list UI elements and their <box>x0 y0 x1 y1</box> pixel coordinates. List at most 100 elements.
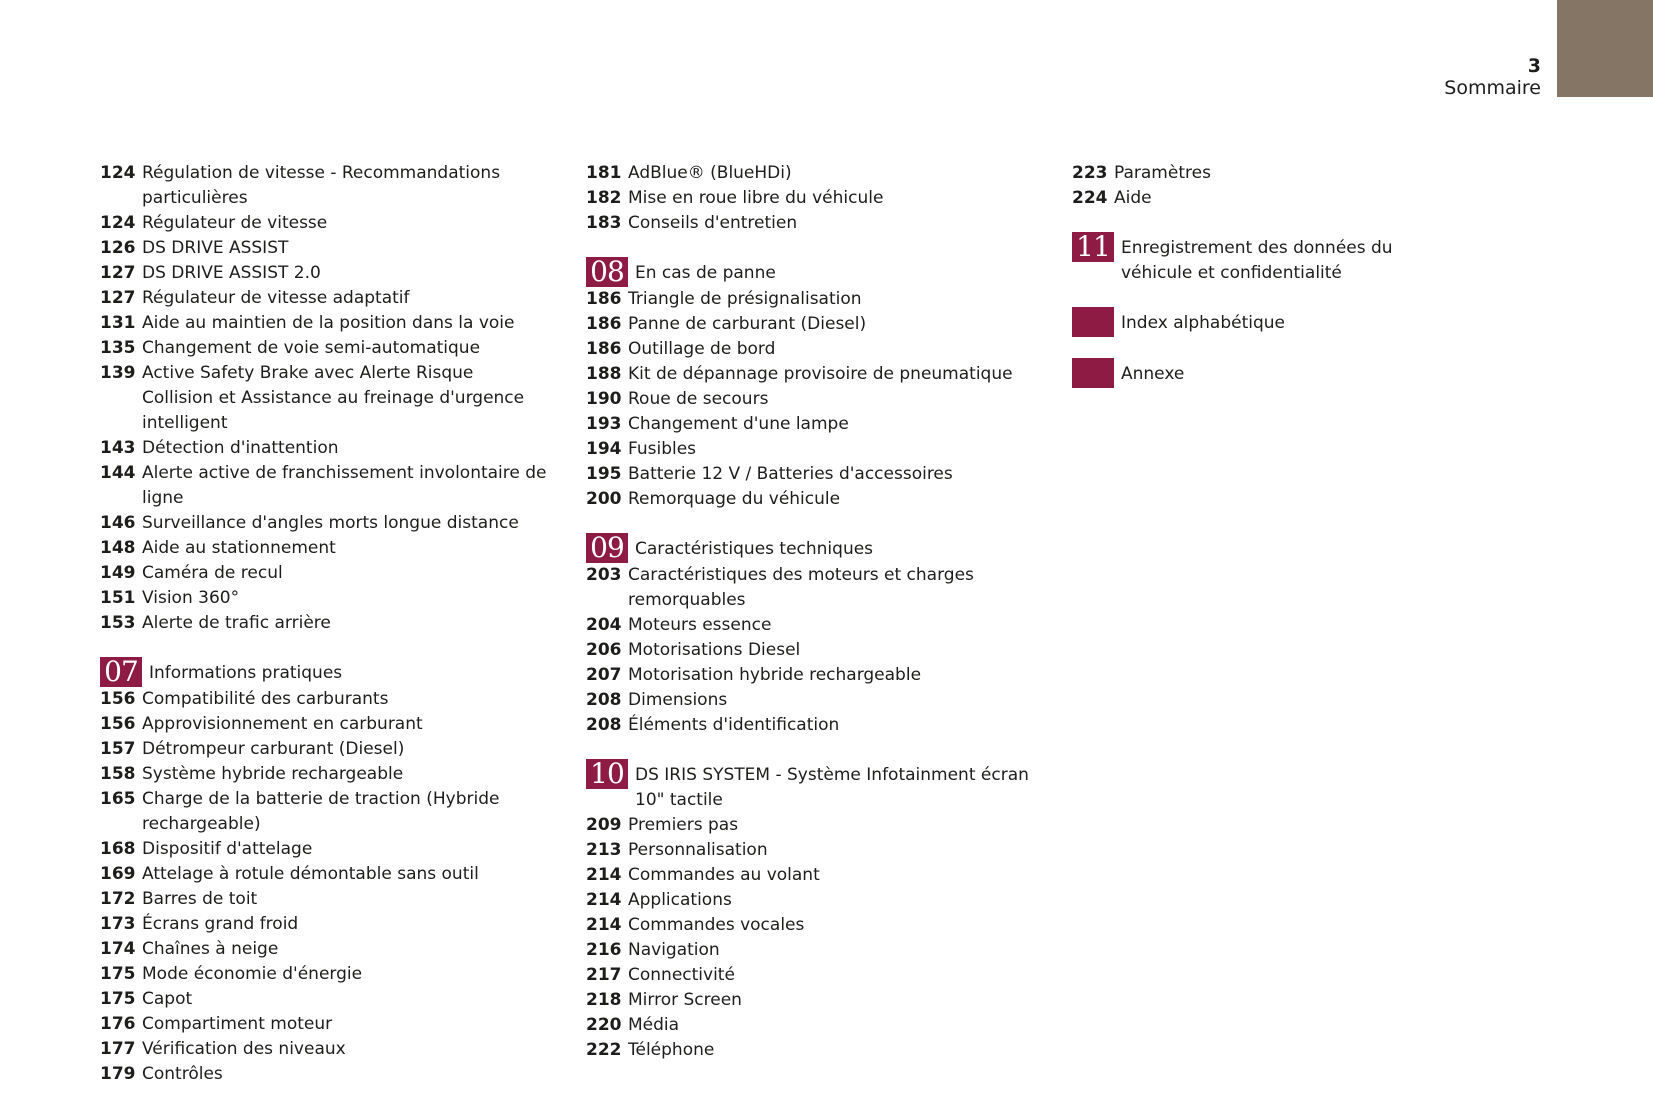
toc-entry[interactable]: 151 Vision 360° <box>100 586 550 611</box>
toc-entry[interactable]: 146 Surveillance d'angles morts longue di… <box>100 511 550 536</box>
toc-entry[interactable]: 158 Système hybride rechargeable <box>100 762 550 787</box>
entry-title: Attelage à rotule démontable sans outil <box>142 864 479 884</box>
toc-entry[interactable]: 214 Commandes au volant <box>586 863 1036 888</box>
page-ref: 195 <box>586 464 622 484</box>
entry-title: Approvisionnement en carburant <box>142 714 423 734</box>
page-ref: 222 <box>586 1040 622 1060</box>
toc-entry[interactable]: 149 Caméra de recul <box>100 561 550 586</box>
toc-entry[interactable]: 188 Kit de dépannage provisoire de pneuma… <box>586 362 1036 387</box>
entry-title: Chaînes à neige <box>142 939 279 959</box>
page-number: 3 <box>1527 55 1541 77</box>
toc-section-heading[interactable]: 10 DS IRIS SYSTEM - Système Infotainment … <box>586 759 1036 813</box>
entry-title: Barres de toit <box>142 889 258 909</box>
toc-entry[interactable]: 172 Barres de toit <box>100 887 550 912</box>
toc-entry[interactable]: 214 Commandes vocales <box>586 913 1036 938</box>
toc-entry[interactable]: 193 Changement d'une lampe <box>586 412 1036 437</box>
toc-entry[interactable]: 206 Motorisations Diesel <box>586 638 1036 663</box>
page-ref: 186 <box>586 314 622 334</box>
chapter-badge: 11 <box>1072 232 1114 262</box>
toc-entry[interactable]: 186 Outillage de bord <box>586 337 1036 362</box>
entry-title: Commandes vocales <box>628 915 805 935</box>
toc-section-heading[interactable]: 07 Informations pratiques <box>100 657 550 687</box>
page-ref: 181 <box>586 163 622 183</box>
toc-entry[interactable]: 182 Mise en roue libre du véhicule <box>586 186 1036 211</box>
toc-entry[interactable]: 217 Connectivité <box>586 963 1036 988</box>
toc-section-heading[interactable]: 11 Enregistrement des données du véhicule… <box>1072 232 1472 286</box>
toc-entry[interactable]: 165 Charge de la batterie de traction (Hy… <box>100 787 550 837</box>
chapter-badge: 10 <box>586 759 628 789</box>
toc-entry[interactable]: 224 Aide <box>1072 186 1472 211</box>
toc-entry[interactable]: 156 Compatibilité des carburants <box>100 687 550 712</box>
toc-entry[interactable]: 222 Téléphone <box>586 1038 1036 1063</box>
toc-entry[interactable]: 216 Navigation <box>586 938 1036 963</box>
toc-entry[interactable]: 174 Chaînes à neige <box>100 937 550 962</box>
toc-entry[interactable]: 213 Personnalisation <box>586 838 1036 863</box>
toc-entry[interactable]: 195 Batterie 12 V / Batteries d'accessoir… <box>586 462 1036 487</box>
toc-entry[interactable]: 190 Roue de secours <box>586 387 1036 412</box>
toc-entry[interactable]: 131 Aide au maintien de la position dans … <box>100 311 550 336</box>
entry-title: Régulateur de vitesse adaptatif <box>142 288 410 308</box>
toc-entry[interactable]: 173 Écrans grand froid <box>100 912 550 937</box>
toc-section-heading[interactable]: 08 En cas de panne <box>586 257 1036 287</box>
toc-entry[interactable]: 127 DS DRIVE ASSIST 2.0 <box>100 261 550 286</box>
toc-entry[interactable]: 135 Changement de voie semi-automatique <box>100 336 550 361</box>
toc-entry[interactable]: 207 Motorisation hybride rechargeable <box>586 663 1036 688</box>
toc-entry[interactable]: 194 Fusibles <box>586 437 1036 462</box>
entry-title: Roue de secours <box>628 389 769 409</box>
entry-title: Enregistrement des données du véhicule e… <box>1121 238 1393 283</box>
toc-entry[interactable]: 143 Détection d'inattention <box>100 436 550 461</box>
toc-entry[interactable]: 186 Panne de carburant (Diesel) <box>586 312 1036 337</box>
toc-entry[interactable]: 175 Capot <box>100 987 550 1012</box>
toc-entry[interactable]: 176 Compartiment moteur <box>100 1012 550 1037</box>
toc-entry[interactable]: 204 Moteurs essence <box>586 613 1036 638</box>
entry-title: Motorisation hybride rechargeable <box>628 665 922 685</box>
toc-entry[interactable]: 200 Remorquage du véhicule <box>586 487 1036 512</box>
toc-entry[interactable]: 181 AdBlue® (BlueHDi) <box>586 161 1036 186</box>
toc-entry[interactable]: 127 Régulateur de vitesse adaptatif <box>100 286 550 311</box>
toc-entry[interactable]: 139 Active Safety Brake avec Alerte Risqu… <box>100 361 550 436</box>
toc-entry[interactable]: 208 Dimensions <box>586 688 1036 713</box>
page-ref: 135 <box>100 338 136 358</box>
toc-entry[interactable]: 223 Paramètres <box>1072 161 1472 186</box>
toc-entry[interactable]: 208 Éléments d'identification <box>586 713 1036 738</box>
toc-entry[interactable]: 169 Attelage à rotule démontable sans out… <box>100 862 550 887</box>
entry-title: Régulation de vitesse - Recommandations … <box>142 163 501 208</box>
entry-title: Alerte de trafic arrière <box>142 613 331 633</box>
entry-title: Panne de carburant (Diesel) <box>628 314 867 334</box>
toc-section-heading[interactable]: 09 Caractéristiques techniques <box>586 533 1036 563</box>
page-ref: 168 <box>100 839 136 859</box>
toc-entry[interactable]: 209 Premiers pas <box>586 813 1036 838</box>
toc-entry[interactable]: 186 Triangle de présignalisation <box>586 287 1036 312</box>
toc-entry[interactable]: 157 Détrompeur carburant (Diesel) <box>100 737 550 762</box>
page-ref: 188 <box>586 364 622 384</box>
toc-entry[interactable]: 144 Alerte active de franchissement invol… <box>100 461 550 511</box>
toc-entry[interactable]: 153 Alerte de trafic arrière <box>100 611 550 636</box>
toc-entry[interactable]: 179 Contrôles <box>100 1062 550 1087</box>
page-ref: 139 <box>100 363 136 383</box>
page-ref: 175 <box>100 989 136 1009</box>
entry-title: Mise en roue libre du véhicule <box>628 188 884 208</box>
toc-entry[interactable]: 148 Aide au stationnement <box>100 536 550 561</box>
entry-title: En cas de panne <box>635 263 776 283</box>
entry-title: Navigation <box>628 940 720 960</box>
toc-entry[interactable]: 203 Caractéristiques des moteurs et charg… <box>586 563 1036 613</box>
toc-section-heading[interactable]: Index alphabétique <box>1072 307 1472 337</box>
page-ref: 203 <box>586 565 622 585</box>
page-ref: 124 <box>100 213 136 233</box>
entry-title: Outillage de bord <box>628 339 776 359</box>
toc-entry[interactable]: 124 Régulateur de vitesse <box>100 211 550 236</box>
page-ref: 206 <box>586 640 622 660</box>
toc-section-heading[interactable]: Annexe <box>1072 358 1472 388</box>
page-ref: 156 <box>100 689 136 709</box>
toc-entry[interactable]: 168 Dispositif d'attelage <box>100 837 550 862</box>
toc-entry[interactable]: 175 Mode économie d'énergie <box>100 962 550 987</box>
page-ref: 144 <box>100 463 136 483</box>
toc-entry[interactable]: 218 Mirror Screen <box>586 988 1036 1013</box>
toc-entry[interactable]: 177 Vérification des niveaux <box>100 1037 550 1062</box>
toc-entry[interactable]: 124 Régulation de vitesse - Recommandatio… <box>100 161 550 211</box>
toc-entry[interactable]: 183 Conseils d'entretien <box>586 211 1036 236</box>
toc-entry[interactable]: 220 Média <box>586 1013 1036 1038</box>
toc-entry[interactable]: 214 Applications <box>586 888 1036 913</box>
toc-entry[interactable]: 126 DS DRIVE ASSIST <box>100 236 550 261</box>
toc-entry[interactable]: 156 Approvisionnement en carburant <box>100 712 550 737</box>
